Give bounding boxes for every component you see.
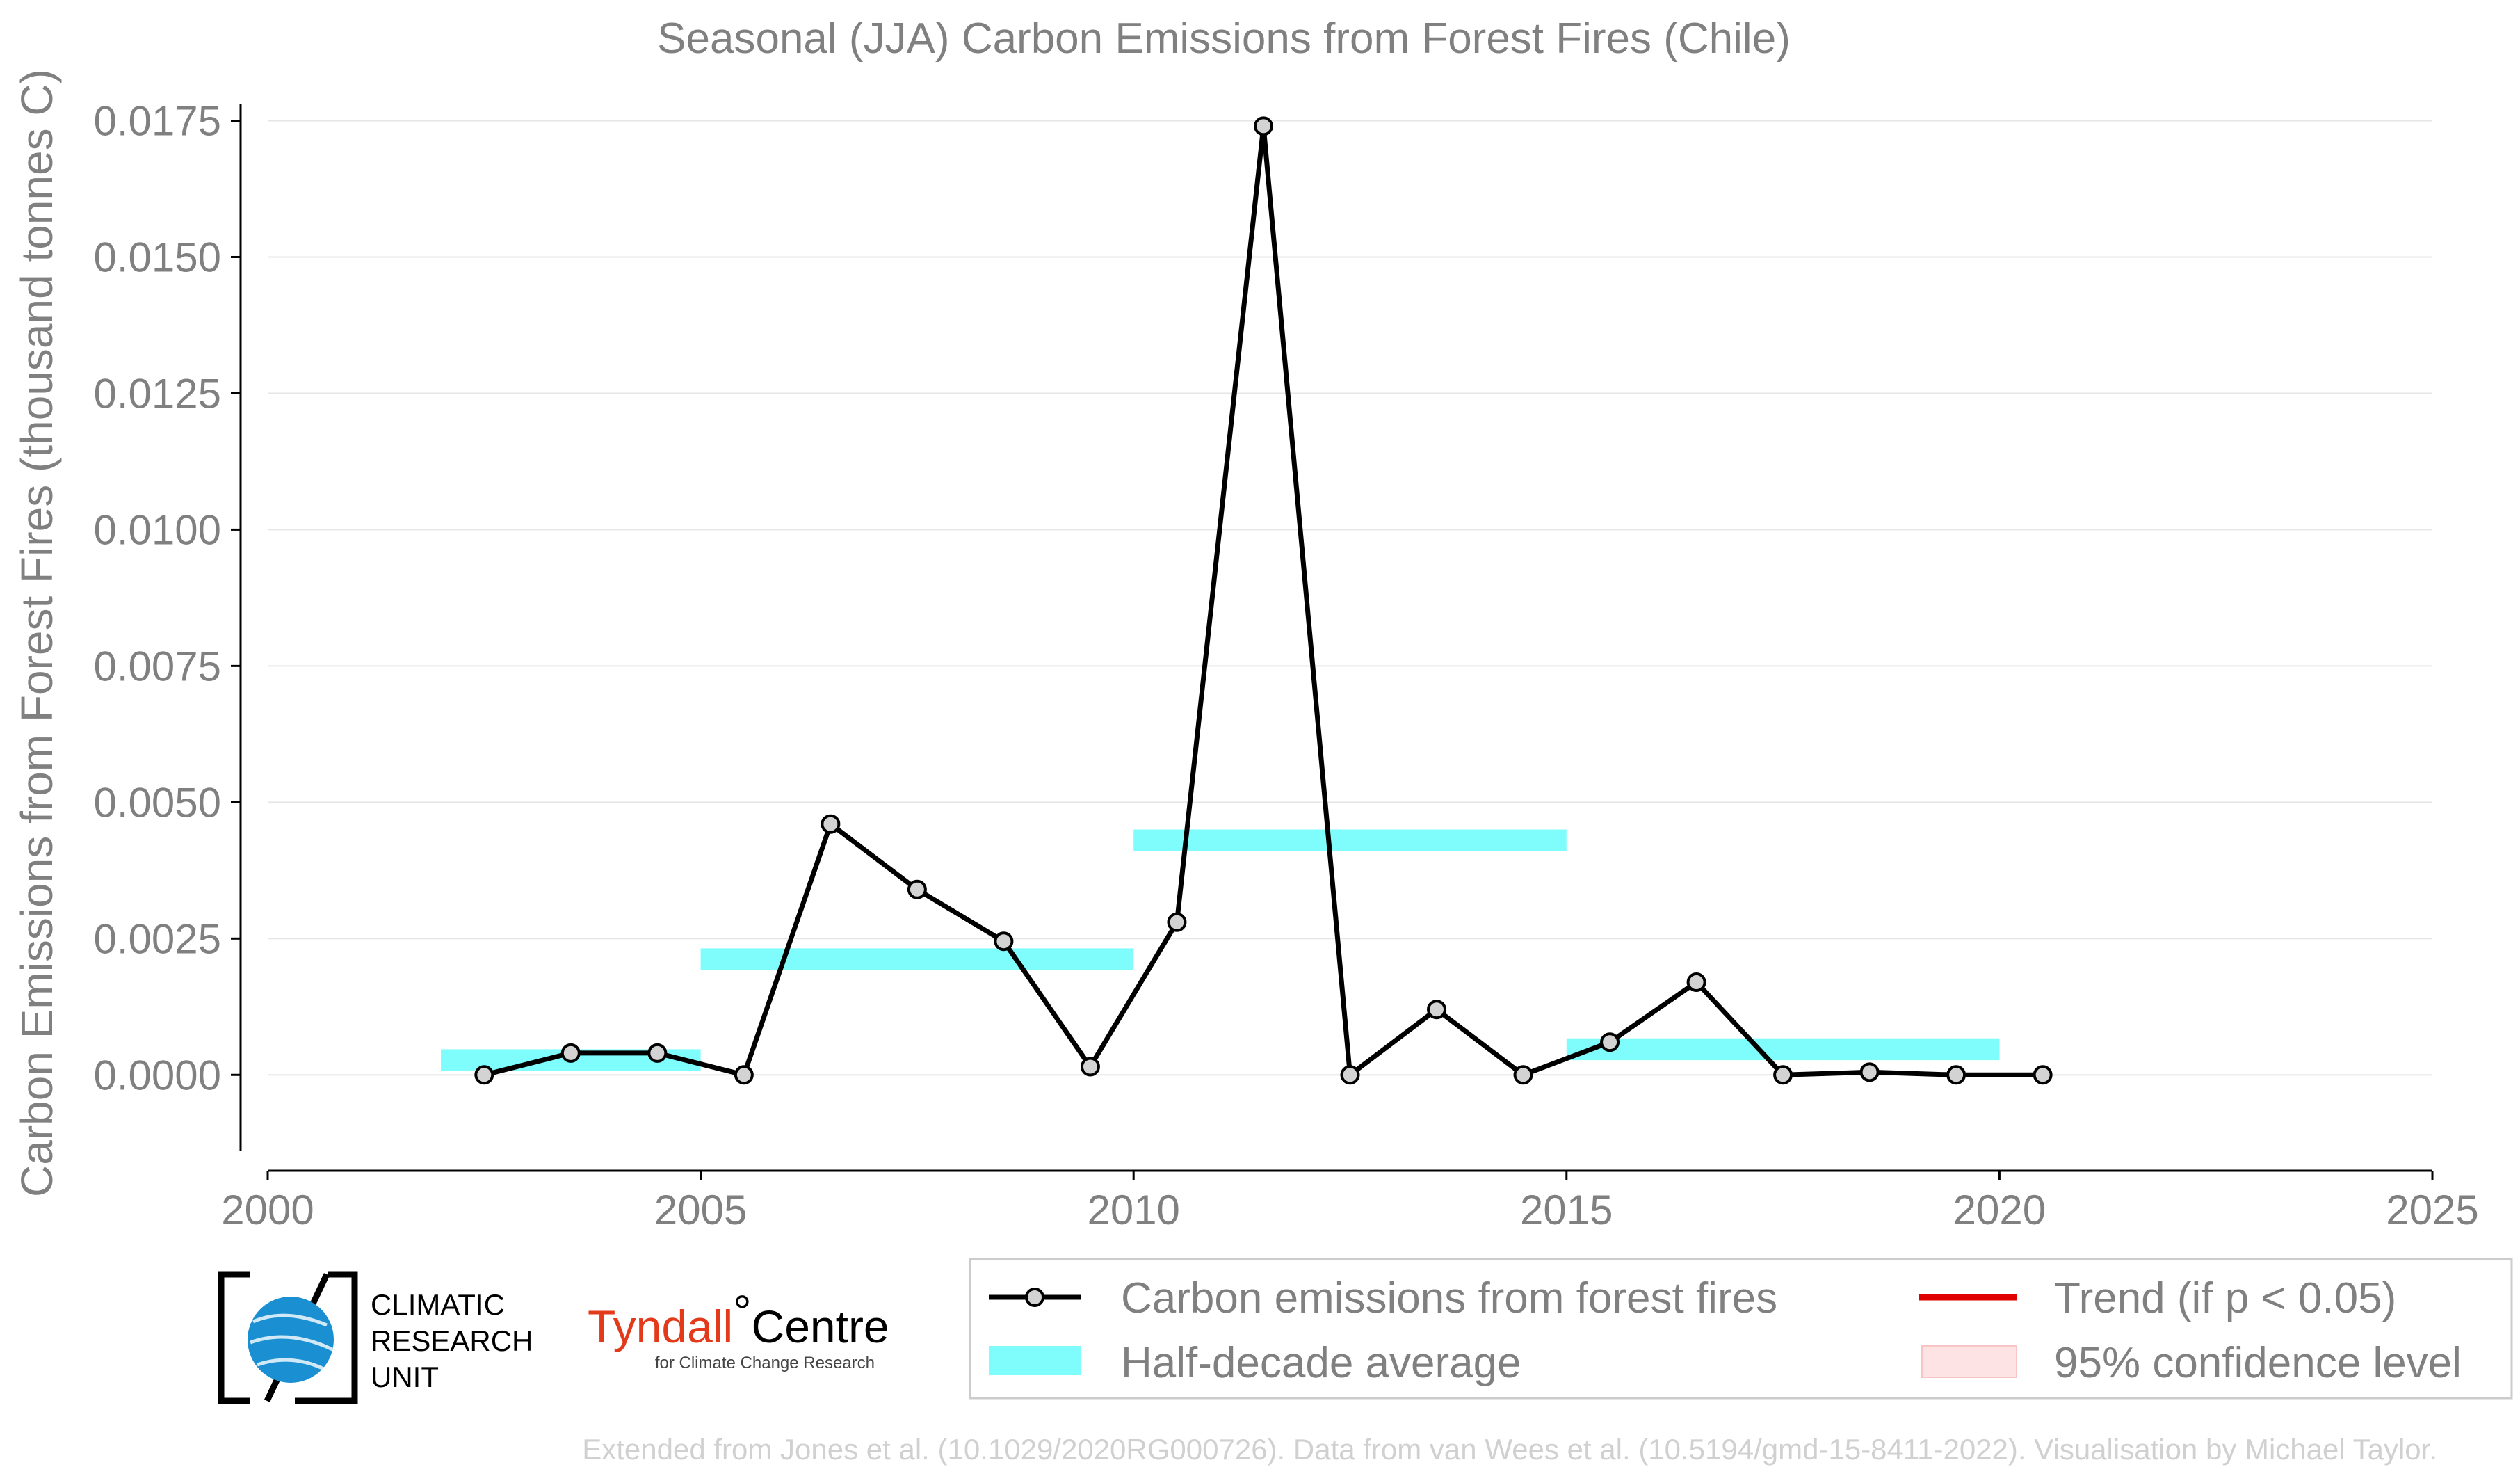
- cru-logo-line-3: UNIT: [371, 1361, 439, 1393]
- legend-band-swatch: [989, 1346, 1081, 1375]
- tyndall-logo: Tyndall°Centre for Climate Change Resear…: [588, 1285, 889, 1372]
- x-tick-label-2: 2010: [1087, 1187, 1179, 1233]
- footer-credits: Extended from Jones et al. (10.1029/2020…: [582, 1433, 2437, 1466]
- y-axis-label: Carbon Emissions from Forest Fires (thou…: [12, 69, 62, 1197]
- x-tick-label-4: 2020: [1953, 1187, 2046, 1233]
- legend-label-half-decade: Half-decade average: [1121, 1339, 1521, 1387]
- y-tick-label-7: 0.0175: [93, 98, 221, 145]
- cru-logo: CLIMATIC RESEARCH UNIT: [218, 1271, 533, 1404]
- data-point-2: [647, 1043, 668, 1063]
- tyndall-logo-main: Tyndall: [588, 1301, 733, 1352]
- tyndall-logo-centre: Centre: [752, 1301, 889, 1352]
- series-line-0: [483, 123, 2043, 1077]
- legend-label-trend: Trend (if p < 0.05): [2054, 1274, 2396, 1322]
- y-tick-label-2: 0.0050: [93, 779, 221, 826]
- data-point-15: [1773, 1065, 1793, 1085]
- legend-confidence-swatch: [1921, 1345, 2017, 1378]
- cru-logo-bracket-icon: [218, 1271, 358, 1404]
- legend: Carbon emissions from forest fires Trend…: [969, 1258, 2513, 1400]
- chart-title: Seasonal (JJA) Carbon Emissions from For…: [657, 15, 1791, 63]
- data-point-7: [1080, 1057, 1100, 1077]
- data-point-16: [1859, 1062, 1880, 1082]
- y-tick-label-6: 0.0150: [93, 234, 221, 280]
- data-point-8: [1167, 912, 1187, 932]
- data-point-4: [821, 814, 841, 834]
- data-point-5: [907, 879, 927, 899]
- data-point-12: [1513, 1065, 1533, 1085]
- tyndall-logo-subtitle: for Climate Change Research: [655, 1354, 875, 1372]
- data-point-13: [1600, 1032, 1620, 1052]
- x-tick-label-1: 2005: [654, 1187, 747, 1233]
- x-axis-ticks: 2000 2005 2010 2015 2020 2025: [221, 1171, 2479, 1233]
- data-point-17: [1946, 1065, 1966, 1085]
- data-point-11: [1427, 1000, 1447, 1020]
- tyndall-logo-degree: °: [733, 1285, 751, 1337]
- x-tick-label-3: 2015: [1520, 1187, 1613, 1233]
- y-tick-label-4: 0.0100: [93, 506, 221, 553]
- data-point-14: [1686, 972, 1706, 993]
- data-point-10: [1340, 1065, 1360, 1085]
- y-axis-ticks: 0.0000 0.0025 0.0050 0.0075 0.0100 0.0125 0.01…: [93, 98, 241, 1098]
- data-point-0: [474, 1065, 494, 1085]
- half-decade-band-3: [1566, 1038, 2000, 1061]
- y-tick-label-1: 0.0025: [93, 915, 221, 962]
- cru-logo-line-1: CLIMATIC: [371, 1288, 505, 1321]
- x-tick-label-5: 2025: [2386, 1187, 2478, 1233]
- y-tick-label-0: 0.0000: [93, 1052, 221, 1098]
- data-point-1: [560, 1043, 581, 1063]
- legend-marker-swatch: [1025, 1288, 1044, 1307]
- cru-logo-line-2: RESEARCH: [371, 1324, 533, 1357]
- x-tick-label-0: 2000: [221, 1187, 314, 1233]
- cru-logo-swirl-icon: [250, 1313, 334, 1372]
- data-point-9: [1253, 116, 1273, 136]
- emissions-series: [474, 116, 2053, 1085]
- legend-frame: [969, 1258, 2513, 1400]
- half-decade-band-1: [700, 948, 1134, 970]
- y-tick-label-3: 0.0075: [93, 643, 221, 689]
- y-tick-label-5: 0.0125: [93, 370, 221, 417]
- legend-label-confidence: 95% confidence level: [2054, 1339, 2462, 1387]
- data-point-18: [2033, 1065, 2053, 1085]
- half-decade-average-bands: [441, 829, 2000, 1071]
- legend-label-emissions: Carbon emissions from forest fires: [1121, 1274, 1777, 1322]
- tyndall-logo-title: Tyndall°Centre: [588, 1285, 889, 1352]
- gridlines: [268, 120, 2432, 1076]
- data-point-3: [734, 1065, 754, 1085]
- data-point-6: [994, 931, 1014, 952]
- half-decade-band-2: [1133, 829, 1567, 851]
